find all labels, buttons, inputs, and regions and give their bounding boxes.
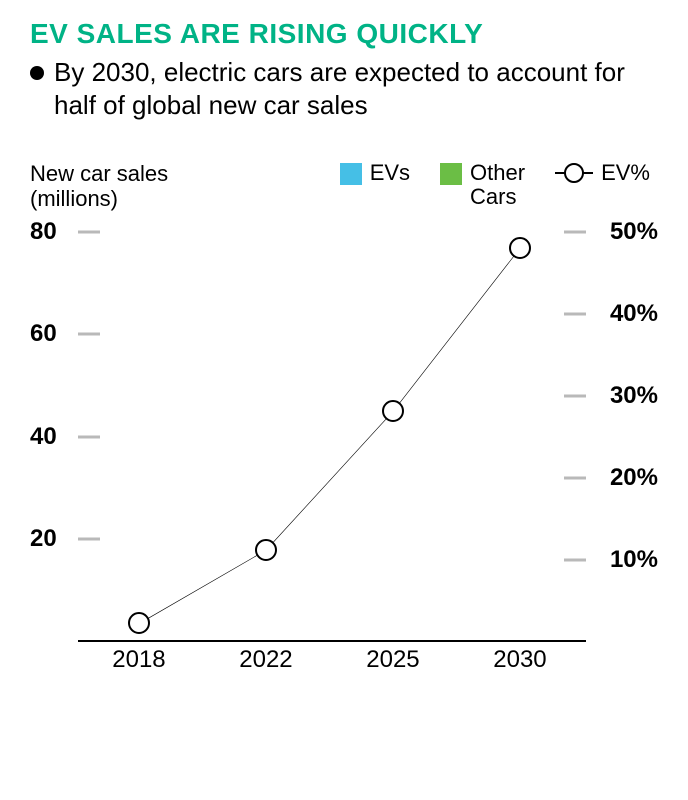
x-axis-label: 2022 (239, 646, 292, 674)
chart: New car sales (millions) EVs Other Cars … (30, 161, 658, 672)
line-marker (382, 400, 404, 422)
legend-swatch-other (440, 163, 462, 185)
plot-area: 2040608010%20%30%40%50%2018202220252030 (30, 232, 658, 672)
plot-inner (78, 232, 586, 642)
legend: EVs Other Cars EV% (340, 161, 650, 209)
chart-header: New car sales (millions) EVs Other Cars … (30, 161, 658, 212)
y-left-tick-mark (78, 230, 100, 233)
chart-title: EV SALES ARE RISING QUICKLY (30, 18, 658, 50)
y-right-tick-label: 40% (592, 300, 658, 328)
y-left-tick-mark (78, 538, 100, 541)
y-right-tick-mark (564, 394, 586, 397)
y-left-tick-label: 80 (30, 218, 74, 246)
line-marker (128, 612, 150, 634)
legend-label-evpct: EV% (601, 161, 650, 185)
legend-item-evpct: EV% (555, 161, 650, 185)
y-right-tick-mark (564, 476, 586, 479)
legend-item-other: Other Cars (440, 161, 525, 209)
bullet-icon (30, 66, 44, 80)
y-left-tick-mark (78, 435, 100, 438)
legend-swatch-evs (340, 163, 362, 185)
legend-label-evs: EVs (370, 161, 410, 185)
line-layer (78, 232, 586, 640)
y-right-tick-mark (564, 558, 586, 561)
legend-line-marker-icon (555, 161, 593, 185)
y-right-tick-label: 50% (592, 218, 658, 246)
y-right-tick-mark (564, 230, 586, 233)
y-right-tick-label: 10% (592, 546, 658, 574)
y-right-tick-mark (564, 312, 586, 315)
x-axis-label: 2018 (112, 646, 165, 674)
line-marker (255, 539, 277, 561)
y-left-tick-label: 20 (30, 525, 74, 553)
y-left-tick-mark (78, 333, 100, 336)
x-axis-label: 2030 (493, 646, 546, 674)
line-marker (509, 237, 531, 259)
y-right-tick-label: 30% (592, 382, 658, 410)
x-axis-label: 2025 (366, 646, 419, 674)
legend-item-evs: EVs (340, 161, 410, 185)
legend-label-other: Other Cars (470, 161, 525, 209)
y-left-tick-label: 40 (30, 423, 74, 451)
y-axis-title: New car sales (millions) (30, 161, 168, 212)
y-right-tick-label: 20% (592, 464, 658, 492)
page: EV SALES ARE RISING QUICKLY By 2030, ele… (0, 0, 688, 800)
subtitle: By 2030, electric cars are expected to a… (30, 56, 658, 121)
y-left-tick-label: 60 (30, 320, 74, 348)
subtitle-text: By 2030, electric cars are expected to a… (54, 56, 658, 121)
